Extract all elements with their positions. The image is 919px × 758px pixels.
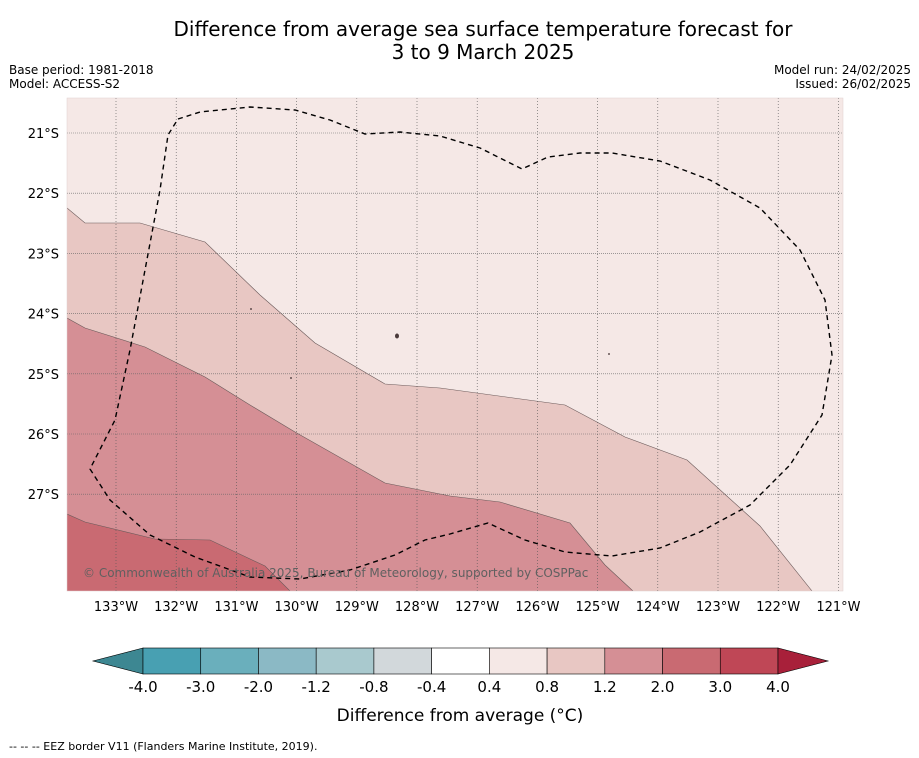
island-shape	[290, 377, 292, 379]
colorbar-segment	[546, 647, 606, 675]
eez-border	[89, 106, 833, 580]
colorbar-tick-label: 0.4	[477, 678, 501, 696]
map-title: Difference from average sea surface temp…	[0, 18, 919, 64]
longitude-label: 121°W	[816, 600, 860, 615]
colorbar-segment	[604, 647, 663, 675]
latitude-labels: 21°S 22°S 23°S 24°S 25°S 26°S 27°S	[28, 127, 59, 503]
colorbar-tick-label: 2.0	[651, 678, 675, 696]
longitude-label: 124°W	[636, 600, 680, 615]
map-frame	[66, 97, 844, 592]
colorbar-tick-label: -0.8	[359, 678, 388, 696]
latitude-label: 26°S	[28, 428, 59, 443]
longitude-label: 131°W	[214, 600, 258, 615]
colorbar-tick-label: -2.0	[244, 678, 273, 696]
colorbar-segment	[200, 647, 259, 675]
model-text: Model: ACCESS-S2	[9, 77, 121, 91]
colorbar-segment	[719, 647, 779, 675]
base-period-text: Base period: 1981-2018	[9, 63, 154, 77]
island-shape	[250, 308, 252, 310]
longitude-label: 127°W	[455, 600, 499, 615]
colorbar-tick-label: 3.0	[708, 678, 732, 696]
colorbar-segment	[142, 647, 202, 675]
title-line-1: Difference from average sea surface temp…	[173, 17, 793, 41]
contour-lines	[67, 207, 813, 591]
map-panel: © Commonwealth of Australia 2025, Bureau…	[67, 98, 843, 591]
graticule	[67, 98, 843, 591]
colorbar-over-triangle	[777, 647, 830, 675]
latitude-label: 27°S	[28, 488, 59, 503]
latitude-label: 21°S	[28, 127, 59, 142]
longitude-label: 130°W	[275, 600, 319, 615]
colorbar-tick-labels: -4.0 -3.0 -2.0 -1.2 -0.8 -0.4 0.4 0.8 1.2 2.0 3.0 4…	[128, 678, 790, 696]
issued-text: Issued: 26/02/2025	[795, 77, 911, 91]
colorbar-segment	[373, 647, 432, 675]
attribution-text: © Commonwealth of Australia 2025, Bureau…	[83, 566, 588, 580]
colorbar-tick-label: 1.2	[593, 678, 617, 696]
colorbar-under-triangle	[91, 647, 144, 675]
title-line-2: 3 to 9 March 2025	[391, 40, 575, 64]
colorbar-segment	[315, 647, 375, 675]
colorbar-tick-label: 4.0	[766, 678, 790, 696]
longitude-label: 123°W	[696, 600, 740, 615]
longitude-label: 126°W	[515, 600, 559, 615]
island-shape	[395, 333, 399, 339]
longitude-label: 122°W	[756, 600, 800, 615]
colorbar-tick-label: 0.8	[535, 678, 559, 696]
colorbar	[91, 647, 830, 675]
model-run-text: Model run: 24/02/2025	[773, 63, 911, 77]
metadata-left: Base period: 1981-2018 Model: ACCESS-S2	[9, 63, 154, 91]
eez-footer-note: -- -- -- EEZ border V11 (Flanders Marine…	[9, 740, 318, 753]
longitude-label: 128°W	[395, 600, 439, 615]
island-shape	[608, 353, 610, 355]
latitude-label: 25°S	[28, 368, 59, 383]
latitude-label: 24°S	[28, 308, 59, 323]
colorbar-segment	[258, 647, 317, 675]
colorbar-title: Difference from average (°C)	[337, 706, 584, 726]
colorbar-tick-label: -0.4	[417, 678, 446, 696]
longitude-label: 125°W	[576, 600, 620, 615]
colorbar-tick-label: -1.2	[302, 678, 331, 696]
latitude-label: 22°S	[28, 187, 59, 202]
longitude-label: 132°W	[154, 600, 198, 615]
colorbar-segment	[662, 647, 721, 675]
colorbar-tick-label: -3.0	[186, 678, 215, 696]
longitude-label: 129°W	[335, 600, 379, 615]
colorbar-segment	[489, 647, 548, 675]
islands	[250, 308, 610, 379]
longitude-label: 133°W	[94, 600, 138, 615]
metadata-right: Model run: 24/02/2025 Issued: 26/02/2025	[774, 63, 911, 91]
longitude-labels: 133°W 132°W 131°W 130°W 129°W 128°W 127°W 126°W…	[94, 600, 861, 615]
colorbar-segment	[431, 647, 490, 675]
anomaly-band-1-2-to-2-0	[67, 318, 633, 591]
latitude-label: 23°S	[28, 247, 59, 262]
colorbar-tick-label: -4.0	[128, 678, 157, 696]
